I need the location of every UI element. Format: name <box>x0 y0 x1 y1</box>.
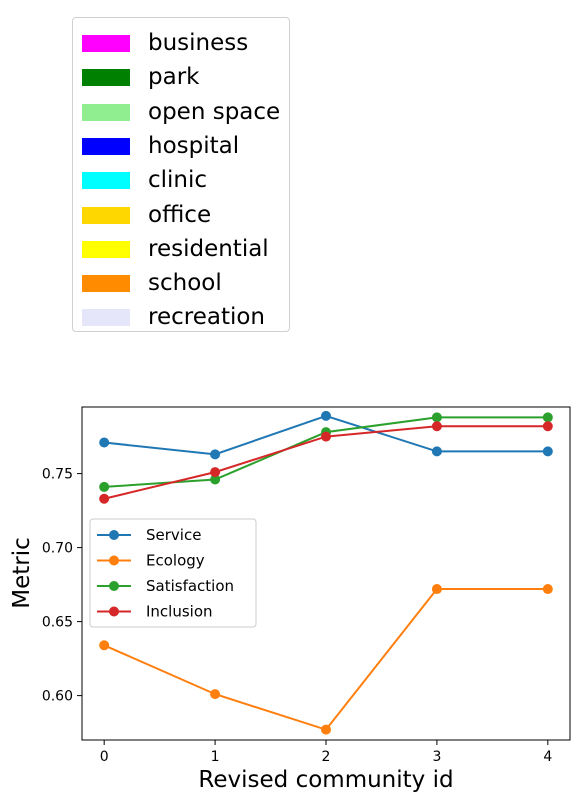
data-point-inclusion <box>431 421 442 432</box>
legend-series-label: Service <box>146 526 201 544</box>
legend-series-label: Inclusion <box>146 603 213 621</box>
legend-item-recreation: recreation <box>82 300 287 330</box>
data-point-service <box>99 437 110 448</box>
data-point-satisfaction <box>431 412 442 423</box>
data-point-inclusion <box>542 421 553 432</box>
x-tick-label: 3 <box>432 749 441 765</box>
data-point-ecology <box>542 584 553 595</box>
data-point-service <box>321 410 331 421</box>
data-point-ecology <box>99 640 110 651</box>
legend-swatch <box>82 206 130 224</box>
x-tick-label: 0 <box>100 749 109 765</box>
x-tick-label: 1 <box>211 749 220 765</box>
legend-marker <box>109 581 119 591</box>
legend-label: school <box>148 270 222 297</box>
legend-label: clinic <box>148 167 208 194</box>
y-axis-label: Metric <box>9 537 35 609</box>
legend-swatch <box>82 172 130 190</box>
x-tick-label: 4 <box>543 749 552 765</box>
legend-label: hospital <box>148 132 240 159</box>
chart-legend: Service Ecology Satisfaction Inclusion <box>89 518 257 628</box>
legend-item-clinic: clinic <box>82 163 287 193</box>
legend-label: office <box>148 201 212 228</box>
data-point-satisfaction <box>210 474 221 485</box>
legend-item-residential: residential <box>82 232 287 262</box>
legend-marker <box>109 530 119 540</box>
chart-legend-item-inclusion: Inclusion <box>97 603 213 621</box>
y-tick-label: 0.65 <box>42 615 73 631</box>
legend-swatch <box>82 103 130 121</box>
data-point-ecology <box>321 724 331 735</box>
legend-marker <box>109 606 119 617</box>
legend-item-open-space: open space <box>82 95 287 125</box>
data-point-inclusion <box>210 467 221 478</box>
data-point-inclusion <box>321 431 331 442</box>
chart-legend-item-ecology: Ecology <box>97 552 205 570</box>
legend-series-label: Satisfaction <box>146 577 234 595</box>
y-tick-label: 0.60 <box>42 689 73 705</box>
legend-label: park <box>148 64 200 91</box>
legend-label: open space <box>148 98 281 125</box>
legend-label: residential <box>148 235 269 262</box>
chart-legend-item-satisfaction: Satisfaction <box>97 577 234 595</box>
legend-series-label: Ecology <box>146 552 205 570</box>
legend-item-business: business <box>82 26 287 56</box>
data-point-satisfaction <box>99 481 110 492</box>
legend-swatch <box>82 240 130 258</box>
chart-legend-box <box>89 518 257 628</box>
legend-swatch <box>82 309 130 327</box>
data-point-service <box>542 446 553 457</box>
land-use-legend: business park open space hospital clinic offi… <box>72 17 290 332</box>
data-point-ecology <box>431 584 442 595</box>
legend-item-hospital: hospital <box>82 129 287 159</box>
legend-swatch <box>82 137 130 155</box>
series-service <box>99 410 553 460</box>
legend-swatch <box>82 69 130 87</box>
legend-item-school: school <box>82 266 287 296</box>
legend-marker <box>109 555 119 566</box>
data-point-inclusion <box>99 493 110 504</box>
data-point-service <box>210 449 221 460</box>
x-axis-label: Revised community id <box>198 767 453 793</box>
y-tick-label: 0.75 <box>42 467 73 483</box>
x-tick-label: 2 <box>322 749 331 765</box>
series-ecology <box>99 584 553 735</box>
legend-swatch <box>82 275 130 293</box>
x-axis: 0 1 2 3 4 <box>100 740 552 765</box>
y-tick-label: 0.70 <box>42 541 73 557</box>
legend-label: business <box>148 30 249 56</box>
data-point-ecology <box>210 689 221 700</box>
legend-item-park: park <box>82 60 287 90</box>
series-layer <box>99 410 553 735</box>
legend-item-office: office <box>82 198 287 228</box>
data-point-satisfaction <box>542 412 553 423</box>
legend-swatch <box>82 35 130 52</box>
y-axis: 0.60 0.65 0.70 0.75 <box>42 467 82 705</box>
series-inclusion <box>99 421 553 504</box>
data-point-service <box>431 446 442 457</box>
chart-legend-item-service: Service <box>97 526 201 544</box>
legend-label: recreation <box>148 304 265 331</box>
